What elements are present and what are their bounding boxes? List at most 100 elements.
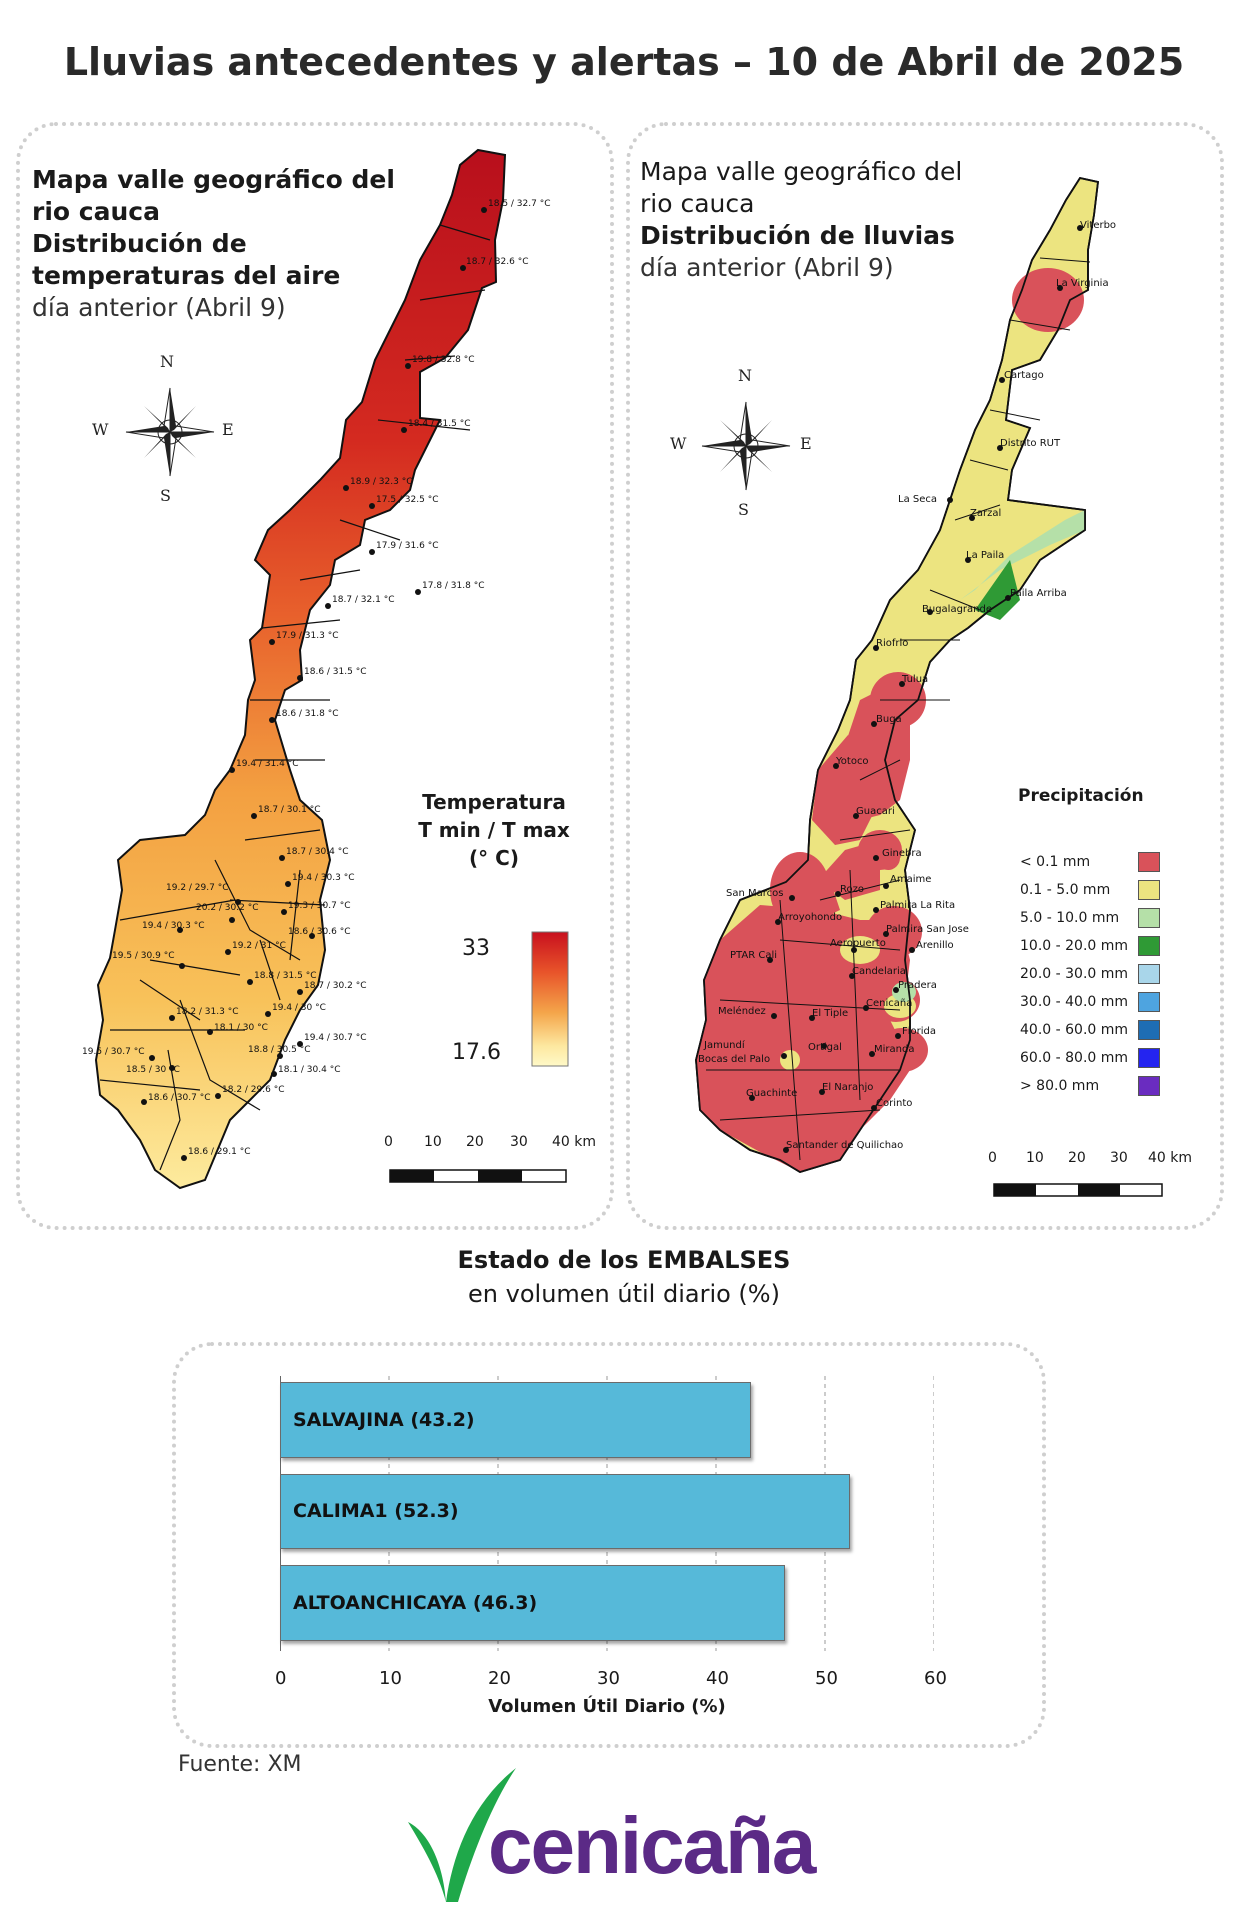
reservoir-bar: CALIMA1 (52.3) xyxy=(280,1473,851,1550)
compass-west-label: W xyxy=(670,434,687,453)
svg-text:El Naranjo: El Naranjo xyxy=(822,1082,873,1093)
svg-text:Riofrio: Riofrio xyxy=(876,638,908,649)
svg-text:18.7 / 32.6 °C: 18.7 / 32.6 °C xyxy=(466,257,528,267)
legend-item: 0.1 - 5.0 mm xyxy=(1020,880,1170,908)
temperature-legend-title: Temperatura T min / T max (° C) xyxy=(418,790,570,870)
svg-text:San Marcos: San Marcos xyxy=(726,888,783,899)
svg-text:19.4 / 30.7 °C: 19.4 / 30.7 °C xyxy=(304,1033,366,1043)
svg-text:18.2 / 29.6 °C: 18.2 / 29.6 °C xyxy=(222,1085,284,1095)
compass-west-label: W xyxy=(92,420,109,439)
reservoirs-subtitle: en volumen útil diario (%) xyxy=(468,1280,780,1308)
temperature-legend-min: 17.6 xyxy=(452,1040,501,1065)
svg-text:17.5 / 32.5 °C: 17.5 / 32.5 °C xyxy=(376,495,438,505)
compass-south-label: S xyxy=(160,486,171,505)
legend-item: 20.0 - 30.0 mm xyxy=(1020,964,1170,992)
svg-text:Meléndez: Meléndez xyxy=(718,1005,766,1017)
svg-text:19.2 / 31 °C: 19.2 / 31 °C xyxy=(232,941,286,951)
svg-text:PTAR Cali: PTAR Cali xyxy=(730,950,777,961)
svg-text:18.6 / 29.1 °C: 18.6 / 29.1 °C xyxy=(188,1147,250,1157)
svg-text:Zarzal: Zarzal xyxy=(970,508,1001,519)
svg-text:18.5 / 32.7 °C: 18.5 / 32.7 °C xyxy=(488,199,550,209)
x-axis-label: Volumen Útil Diario (%) xyxy=(488,1696,726,1717)
svg-text:Corinto: Corinto xyxy=(876,1098,912,1109)
svg-text:18.6 / 31.5 °C: 18.6 / 31.5 °C xyxy=(304,667,366,677)
reservoirs-chart-panel xyxy=(172,1342,1046,1748)
svg-text:Yotoco: Yotoco xyxy=(835,756,869,767)
svg-text:La Seca: La Seca xyxy=(898,494,937,505)
compass-rose-icon xyxy=(701,401,791,491)
svg-text:Cenicaña: Cenicaña xyxy=(866,998,912,1009)
svg-text:18.6 / 30.7 °C: 18.6 / 30.7 °C xyxy=(148,1093,210,1103)
svg-text:Candelaria: Candelaria xyxy=(852,966,906,977)
svg-text:18.1 / 30 °C: 18.1 / 30 °C xyxy=(214,1023,268,1033)
x-tick-label: 10 xyxy=(379,1668,402,1689)
svg-text:Paila Arriba: Paila Arriba xyxy=(1010,588,1067,599)
svg-text:Jamundí: Jamundí xyxy=(703,1039,746,1051)
svg-text:Palmira La Rita: Palmira La Rita xyxy=(880,900,955,911)
rainfall-map-panel xyxy=(626,122,1224,1230)
svg-text:19.5 / 30.7 °C: 19.5 / 30.7 °C xyxy=(82,1047,144,1057)
svg-text:19.5 / 30.9 °C: 19.5 / 30.9 °C xyxy=(112,951,174,961)
svg-text:Distrito RUT: Distrito RUT xyxy=(1000,438,1061,449)
legend-item: > 80.0 mm xyxy=(1020,1076,1170,1104)
svg-text:Tulua: Tulua xyxy=(901,674,928,685)
svg-text:Aeropuerto: Aeropuerto xyxy=(830,938,886,949)
leaf-logo-icon xyxy=(408,1768,516,1902)
svg-text:El Tiple: El Tiple xyxy=(812,1008,848,1019)
svg-text:Viterbo: Viterbo xyxy=(1080,220,1116,231)
temperature-map: 18.5 / 32.7 °C 18.7 / 32.6 °C 19.8 / 32.… xyxy=(82,148,569,1190)
svg-text:Palmira San Jose: Palmira San Jose xyxy=(886,924,969,935)
svg-text:Santander de Quilichao: Santander de Quilichao xyxy=(786,1140,903,1151)
cenicana-logo: cenicaña xyxy=(398,1762,858,1912)
svg-text:Arroyohondo: Arroyohondo xyxy=(778,912,842,923)
svg-text:19.4 / 30.3 °C: 19.4 / 30.3 °C xyxy=(292,873,354,883)
svg-text:18.9 / 32.3 °C: 18.9 / 32.3 °C xyxy=(350,477,412,487)
svg-text:19.3 / 30.7 °C: 19.3 / 30.7 °C xyxy=(288,901,350,911)
x-axis-ticks: 0 10 20 30 40 50 60 xyxy=(275,1668,947,1692)
rainfall-map: Viterbo La Virginia Cartago Distrito RUT… xyxy=(695,176,1163,1197)
svg-text:17.8 / 31.8 °C: 17.8 / 31.8 °C xyxy=(422,581,484,591)
logo-text: cenicaña xyxy=(488,1801,816,1890)
svg-text:Ortigal: Ortigal xyxy=(808,1042,842,1053)
x-tick-label: 20 xyxy=(488,1668,511,1689)
page-title: Lluvias antecedentes y alertas – 10 de A… xyxy=(63,40,1185,84)
compass-north-label: N xyxy=(160,352,174,371)
svg-text:La Virginia: La Virginia xyxy=(1056,278,1109,289)
x-tick-label: 40 xyxy=(706,1668,729,1689)
svg-text:18.2 / 31.3 °C: 18.2 / 31.3 °C xyxy=(176,1007,238,1017)
bar-label: ALTOANCHICAYA (46.3) xyxy=(293,1592,538,1615)
reservoirs-title: Estado de los EMBALSES xyxy=(457,1246,791,1274)
compass-south-label: S xyxy=(738,500,749,519)
legend-item: 30.0 - 40.0 mm xyxy=(1020,992,1170,1020)
rainfall-map-title: Mapa valle geográfico del rio cauca Dist… xyxy=(640,157,963,282)
reservoir-bar-chart: SALVAJINA (43.2) CALIMA1 (52.3) ALTOANCHIC… xyxy=(280,1376,934,1651)
svg-text:18.8 / 30.5 °C: 18.8 / 30.5 °C xyxy=(248,1045,310,1055)
svg-text:17.9 / 31.6 °C: 17.9 / 31.6 °C xyxy=(376,541,438,551)
svg-text:Guacari: Guacari xyxy=(856,806,895,817)
legend-item: 10.0 - 20.0 mm xyxy=(1020,936,1170,964)
svg-text:Buga: Buga xyxy=(876,714,902,725)
svg-text:Amaime: Amaime xyxy=(890,874,931,885)
bar-label: CALIMA1 (52.3) xyxy=(293,1500,459,1523)
svg-text:18.5 / 30 °C: 18.5 / 30 °C xyxy=(126,1065,180,1075)
source-label: Fuente: XM xyxy=(178,1752,302,1777)
svg-text:19.2 / 29.7 °C: 19.2 / 29.7 °C xyxy=(166,883,228,893)
x-tick-label: 60 xyxy=(924,1668,947,1689)
legend-item: < 0.1 mm xyxy=(1020,852,1170,880)
svg-text:Arenillo: Arenillo xyxy=(916,940,954,951)
svg-text:17.9 / 31.3 °C: 17.9 / 31.3 °C xyxy=(276,631,338,641)
svg-text:19.4 / 30 °C: 19.4 / 30 °C xyxy=(272,1003,326,1013)
precipitation-legend: < 0.1 mm 0.1 - 5.0 mm 5.0 - 10.0 mm 10.0… xyxy=(1020,852,1170,1104)
svg-text:Pradera: Pradera xyxy=(898,980,937,991)
svg-text:Guachinte: Guachinte xyxy=(746,1088,797,1099)
legend-item: 60.0 - 80.0 mm xyxy=(1020,1048,1170,1076)
compass-east-label: E xyxy=(222,420,234,439)
svg-text:18.8 / 31.5 °C: 18.8 / 31.5 °C xyxy=(254,971,316,981)
svg-text:Miranda: Miranda xyxy=(874,1044,914,1055)
svg-text:18.6 / 30.6 °C: 18.6 / 30.6 °C xyxy=(288,927,350,937)
svg-text:Rozo: Rozo xyxy=(840,884,864,895)
compass-north-label: N xyxy=(738,366,752,385)
svg-text:18.7 / 30.2 °C: 18.7 / 30.2 °C xyxy=(304,981,366,991)
svg-text:Cartago: Cartago xyxy=(1004,370,1044,381)
svg-text:La Paila: La Paila xyxy=(966,550,1004,561)
